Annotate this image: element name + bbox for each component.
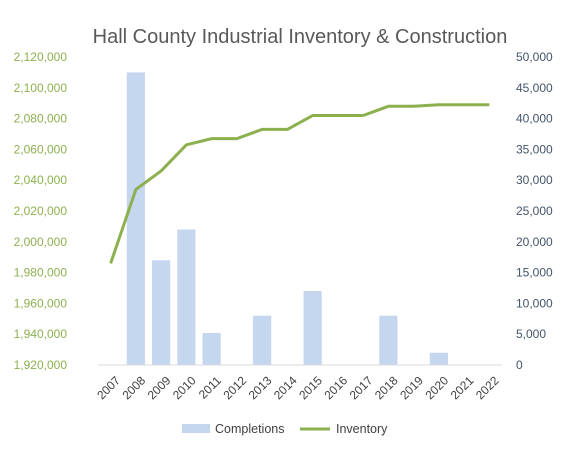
- right-tick-label: 30,000: [516, 173, 553, 187]
- x-tick-label: 2020: [422, 373, 451, 402]
- inventory-line: [109, 103, 490, 264]
- right-tick-label: 20,000: [516, 235, 553, 249]
- right-tick-label: 50,000: [516, 50, 553, 64]
- left-tick-label: 2,120,000: [14, 50, 68, 64]
- right-tick-label: 5,000: [516, 327, 546, 341]
- completions-bar-2018: [379, 315, 398, 365]
- completions-bar-2013: [253, 315, 272, 365]
- left-axis-ticks: 1,920,000 1,940,000 1,960,000 1,980,000 2,00…: [14, 50, 68, 372]
- x-tick-label: 2009: [145, 373, 174, 402]
- x-tick-label: 2007: [94, 373, 123, 402]
- completions-bar-2010: [177, 229, 196, 365]
- left-tick-label: 2,040,000: [14, 173, 68, 187]
- left-tick-label: 2,000,000: [14, 235, 68, 249]
- x-axis-ticks: 2007200820092010201120122013201420152016…: [94, 373, 502, 402]
- inventory-line-layer: [109, 103, 490, 264]
- left-tick-label: 1,940,000: [14, 327, 68, 341]
- legend: Completions Inventory: [182, 422, 388, 436]
- completions-bar-2009: [152, 260, 171, 365]
- x-tick-label: 2010: [170, 373, 199, 402]
- x-tick-label: 2018: [372, 373, 401, 402]
- left-tick-label: 2,060,000: [14, 142, 68, 156]
- right-tick-label: 15,000: [516, 266, 553, 280]
- legend-label-inventory: Inventory: [336, 422, 388, 436]
- legend-swatch-completions: [182, 424, 210, 433]
- completions-bar-2011: [202, 332, 221, 365]
- right-tick-label: 25,000: [516, 204, 553, 218]
- right-tick-label: 45,000: [516, 81, 553, 95]
- completions-bar-2015: [303, 291, 322, 365]
- right-tick-label: 0: [516, 358, 523, 372]
- x-tick-label: 2014: [271, 373, 300, 402]
- right-tick-label: 40,000: [516, 112, 553, 126]
- x-tick-label: 2008: [119, 373, 148, 402]
- x-tick-label: 2021: [448, 373, 477, 402]
- x-tick-label: 2012: [220, 373, 249, 402]
- completions-bars: [126, 72, 448, 366]
- x-tick-label: 2016: [321, 373, 350, 402]
- completions-bar-2008: [126, 72, 145, 366]
- x-tick-label: 2022: [473, 373, 502, 402]
- x-tick-label: 2015: [296, 373, 325, 402]
- left-tick-label: 1,980,000: [14, 266, 68, 280]
- x-tick-label: 2013: [246, 373, 275, 402]
- left-tick-label: 2,080,000: [14, 112, 68, 126]
- left-tick-label: 2,020,000: [14, 204, 68, 218]
- left-tick-label: 2,100,000: [14, 81, 68, 95]
- chart-title: Hall County Industrial Inventory & Const…: [93, 26, 508, 48]
- right-tick-label: 10,000: [516, 296, 553, 310]
- right-tick-label: 35,000: [516, 142, 553, 156]
- x-tick-label: 2017: [347, 373, 376, 402]
- completions-bar-2020: [429, 352, 448, 365]
- x-tick-label: 2019: [397, 373, 426, 402]
- legend-label-completions: Completions: [215, 422, 284, 436]
- left-tick-label: 1,920,000: [14, 358, 68, 372]
- x-tick-label: 2011: [196, 373, 224, 401]
- right-axis-ticks: 0 5,000 10,000 15,000 20,000 25,000 30,000 35,0…: [516, 50, 553, 372]
- left-tick-label: 1,960,000: [14, 296, 68, 310]
